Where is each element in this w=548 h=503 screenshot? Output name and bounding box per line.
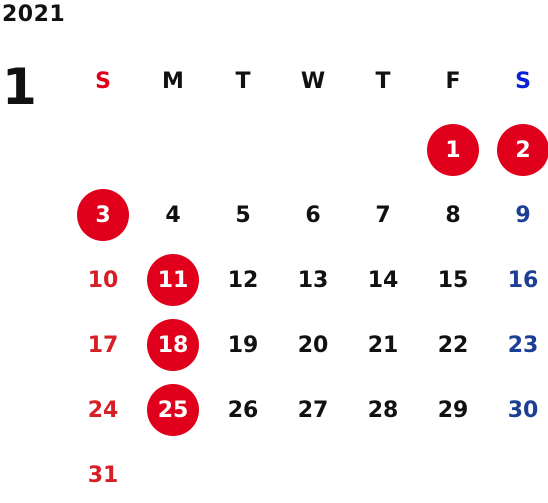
day-number: 21 — [367, 332, 399, 358]
day-number: 11 — [157, 267, 189, 293]
day-cell-12: 12 — [213, 253, 273, 307]
weekday-header-0: S — [95, 68, 111, 94]
day-number: 27 — [297, 397, 329, 423]
day-number: 7 — [375, 202, 391, 228]
day-cell-18: 18 — [143, 318, 203, 372]
day-number: 12 — [227, 267, 259, 293]
day-number: 9 — [515, 202, 531, 228]
day-cell-26: 26 — [213, 383, 273, 437]
weekday-header-1: M — [162, 68, 184, 94]
day-cell-6: 6 — [283, 188, 343, 242]
day-number: 1 — [445, 137, 461, 163]
day-cell-25: 25 — [143, 383, 203, 437]
day-cell-1: 1 — [423, 123, 483, 177]
day-cell-20: 20 — [283, 318, 343, 372]
day-number: 19 — [227, 332, 259, 358]
day-cell-19: 19 — [213, 318, 273, 372]
day-cell-17: 17 — [73, 318, 133, 372]
day-number: 6 — [305, 202, 321, 228]
day-number: 20 — [297, 332, 329, 358]
day-cell-2: 2 — [493, 123, 548, 177]
day-cell-3: 3 — [73, 188, 133, 242]
day-cell-31: 31 — [73, 448, 133, 502]
day-cell-8: 8 — [423, 188, 483, 242]
day-cell-14: 14 — [353, 253, 413, 307]
day-number: 15 — [437, 267, 469, 293]
day-cell-13: 13 — [283, 253, 343, 307]
weekday-header-6: S — [515, 68, 531, 94]
day-cell-22: 22 — [423, 318, 483, 372]
weekday-header-2: T — [235, 68, 251, 94]
weekday-header-3: W — [300, 68, 326, 94]
day-number: 29 — [437, 397, 469, 423]
day-cell-30: 30 — [493, 383, 548, 437]
day-number: 26 — [227, 397, 259, 423]
day-cell-7: 7 — [353, 188, 413, 242]
day-number: 3 — [95, 202, 111, 228]
day-cell-15: 15 — [423, 253, 483, 307]
day-cell-10: 10 — [73, 253, 133, 307]
day-number: 31 — [87, 462, 119, 488]
weekday-header-4: T — [375, 68, 391, 94]
day-number: 25 — [157, 397, 189, 423]
day-cell-27: 27 — [283, 383, 343, 437]
day-number: 18 — [157, 332, 189, 358]
day-number: 5 — [235, 202, 251, 228]
day-number: 8 — [445, 202, 461, 228]
day-cell-5: 5 — [213, 188, 273, 242]
day-number: 13 — [297, 267, 329, 293]
month-number: 1 — [2, 58, 37, 116]
day-cell-29: 29 — [423, 383, 483, 437]
day-cell-21: 21 — [353, 318, 413, 372]
day-cell-4: 4 — [143, 188, 203, 242]
day-number: 14 — [367, 267, 399, 293]
day-number: 23 — [507, 332, 539, 358]
day-number: 4 — [165, 202, 181, 228]
day-number: 24 — [87, 397, 119, 423]
day-number: 17 — [87, 332, 119, 358]
weekday-header-5: F — [445, 68, 461, 94]
day-number: 22 — [437, 332, 469, 358]
day-number: 16 — [507, 267, 539, 293]
day-cell-11: 11 — [143, 253, 203, 307]
day-cell-9: 9 — [493, 188, 548, 242]
day-cell-23: 23 — [493, 318, 548, 372]
day-number: 28 — [367, 397, 399, 423]
year-label: 2021 — [2, 2, 66, 27]
day-number: 30 — [507, 397, 539, 423]
day-cell-16: 16 — [493, 253, 548, 307]
day-cell-28: 28 — [353, 383, 413, 437]
day-number: 2 — [515, 137, 531, 163]
day-cell-24: 24 — [73, 383, 133, 437]
day-number: 10 — [87, 267, 119, 293]
